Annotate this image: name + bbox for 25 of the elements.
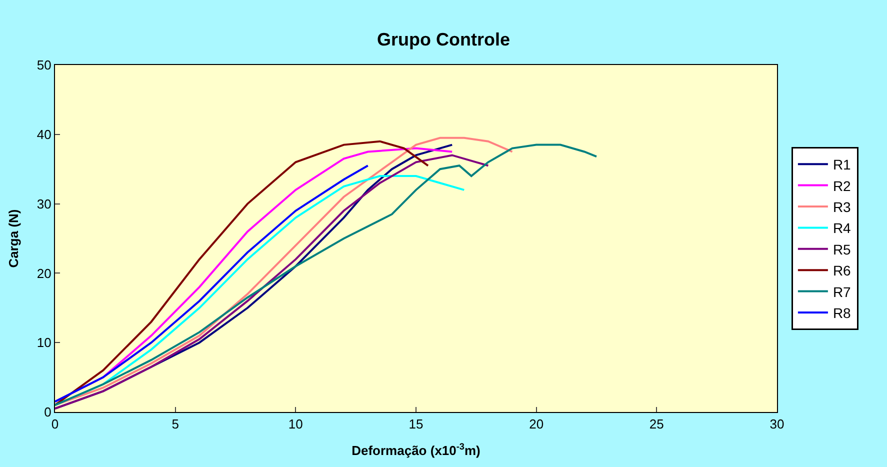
line-series xyxy=(55,144,598,406)
x-tick-label: 15 xyxy=(408,416,424,432)
y-tick-label: 20 xyxy=(36,266,52,281)
legend-label: R3 xyxy=(832,198,852,215)
y-tick-label: 0 xyxy=(44,404,52,420)
y-tick-label: 30 xyxy=(36,196,52,212)
legend-label: R1 xyxy=(832,156,852,173)
x-tick-label: 30 xyxy=(770,416,784,432)
legend-label: R7 xyxy=(832,284,852,300)
legend-label: R6 xyxy=(832,262,852,279)
legend-label: R8 xyxy=(832,304,852,321)
x-axis-title: Deformação (x10$^{-3}$m) xyxy=(352,442,480,458)
y-tick-label: 40 xyxy=(36,126,52,142)
legend-label: R2 xyxy=(832,178,852,194)
x-tick-label: 5 xyxy=(172,416,179,432)
legend-label: R4 xyxy=(832,220,852,236)
x-tick-label: 10 xyxy=(288,416,303,432)
legend-label: R5 xyxy=(832,241,852,258)
y-tick-label: 10 xyxy=(36,335,52,350)
y-axis-title: Carga (N) xyxy=(6,209,21,268)
x-tick-label: 20 xyxy=(529,416,544,432)
y-tick-label: 50 xyxy=(36,58,52,73)
chart-title: Grupo Controle xyxy=(377,29,510,50)
x-tick-label: 25 xyxy=(649,416,664,432)
line-series xyxy=(55,164,369,403)
